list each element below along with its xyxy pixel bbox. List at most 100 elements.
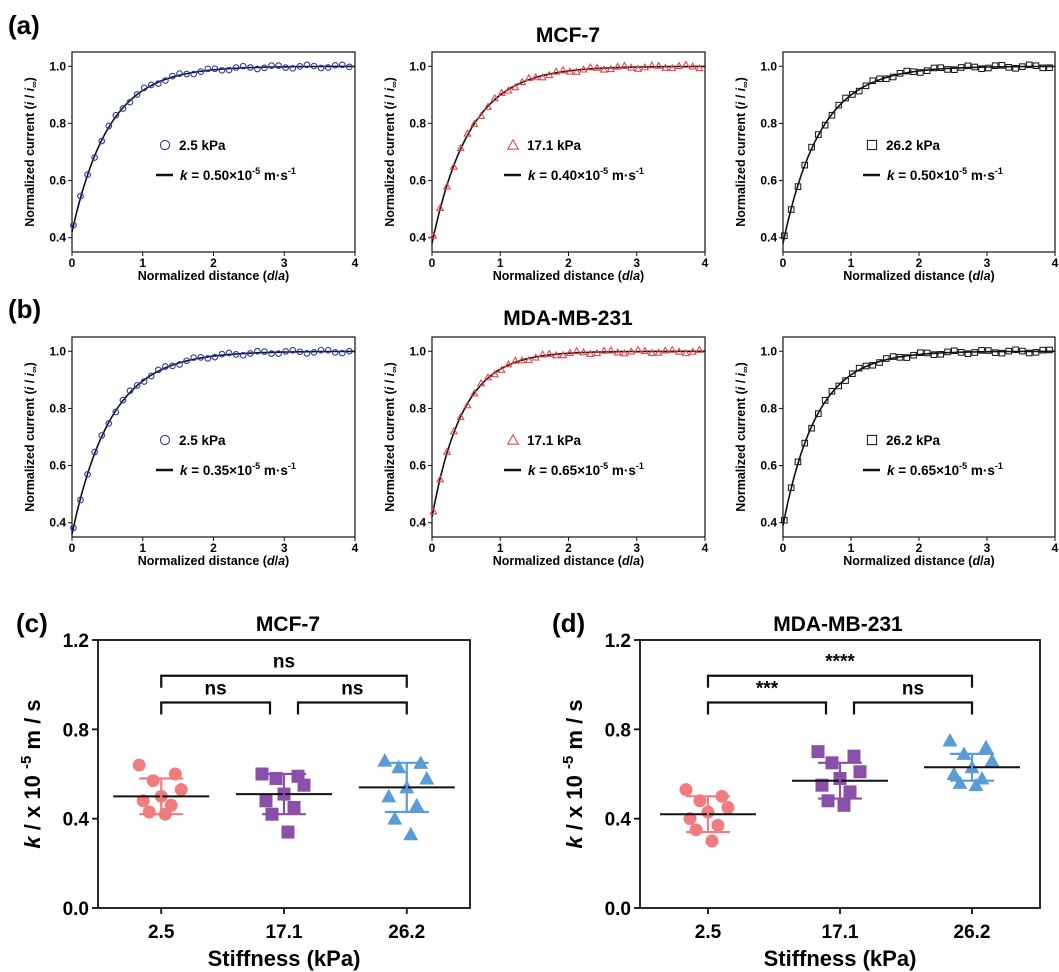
significance-label: ns: [902, 679, 924, 700]
data-point: [174, 783, 188, 797]
data-point: [654, 348, 663, 356]
data-point: [112, 111, 120, 119]
data-point: [126, 98, 134, 106]
data-point: [843, 785, 857, 799]
x-tick-label: 0: [429, 541, 436, 555]
fit-line: [431, 65, 705, 244]
data-point: [1046, 346, 1053, 354]
legend-marker: [506, 433, 520, 445]
panel-label-c: (c): [16, 608, 48, 638]
data-point: [289, 346, 297, 354]
data-point: [835, 101, 843, 109]
data-point: [808, 143, 815, 151]
data-point: [275, 62, 282, 69]
data-point: [627, 347, 636, 355]
significance-label: ns: [273, 652, 295, 673]
data-point: [853, 765, 867, 779]
data-point: [896, 70, 904, 77]
data-point: [168, 767, 182, 781]
data-point: [456, 412, 465, 421]
data-point: [197, 68, 205, 75]
data-point: [689, 823, 703, 837]
data-point: [781, 516, 788, 524]
data-point: [476, 111, 486, 119]
data-point: [190, 354, 198, 361]
x-tick-label: 4: [352, 256, 359, 270]
significance-bracket: [296, 701, 408, 715]
data-point: [483, 372, 493, 381]
data-point: [633, 64, 643, 72]
data-point: [572, 67, 581, 75]
data-point: [254, 347, 261, 355]
data-point: [855, 87, 863, 95]
data-point: [1025, 61, 1033, 69]
data-point: [377, 753, 393, 767]
legend-marker: [159, 139, 171, 151]
y-tick-label: 0.8: [49, 116, 66, 130]
data-point: [695, 345, 704, 353]
data-point: [681, 60, 691, 68]
y-tick-label: 0.8: [760, 401, 777, 415]
data-point: [531, 353, 540, 361]
data-point: [162, 77, 169, 84]
data-point: [620, 61, 629, 69]
data-point: [923, 349, 931, 357]
y-axis-label: Normalized current (i / i∞): [383, 77, 399, 227]
x-tick-label: 3: [984, 541, 991, 555]
data-point: [815, 410, 822, 417]
data-point: [565, 67, 575, 75]
data-point: [586, 349, 595, 357]
data-point: [403, 826, 419, 841]
data-point: [572, 346, 581, 355]
data-point: [225, 349, 233, 357]
data-point: [490, 93, 499, 102]
data-point: [133, 91, 141, 98]
data-point: [815, 778, 829, 792]
data-point: [681, 348, 691, 357]
x-tick-label: 0: [780, 256, 787, 270]
y-tick-label: 0.6: [760, 459, 777, 473]
data-point: [211, 65, 219, 73]
data-point: [964, 62, 972, 70]
significance-bracket: [852, 701, 974, 715]
data-point: [640, 62, 650, 71]
data-point: [711, 818, 725, 832]
x-tick-label: 2: [565, 541, 572, 555]
data-point: [1019, 347, 1026, 355]
y-tick-label: 0.4: [760, 231, 777, 245]
data-point: [957, 64, 965, 71]
legend-marker: [866, 139, 878, 151]
x-tick-label: 2.5: [148, 922, 175, 943]
x-tick-label: 1: [848, 256, 855, 270]
data-point: [436, 474, 445, 483]
y-axis-label: k / x 10 -5 m / s: [18, 699, 45, 848]
dot-plot-d: MDA-MB-231 0.0 0.4 0.8 1.2 2.5 17.1 26.2 Stiffne…: [560, 613, 1041, 971]
data-point: [937, 351, 945, 358]
group-title-a: MCF-7: [536, 24, 600, 47]
legend-label: k = 0.35×10-5 m·s-1: [180, 461, 296, 478]
x-tick-label: 26.2: [388, 922, 425, 943]
y-tick-label: 0.6: [760, 174, 777, 188]
approach-curve-plot-a3: 0 1 2 3 4 0.4 0.6 0.8 1.0 Normalized distance (d/…: [734, 51, 1059, 283]
significance-label: ns: [341, 679, 363, 700]
data-point: [259, 794, 273, 808]
data-point: [483, 102, 493, 110]
data-point: [688, 61, 697, 70]
data-point: [862, 82, 870, 90]
data-point: [903, 67, 911, 75]
data-point: [162, 363, 169, 370]
data-point: [613, 348, 622, 356]
data-point: [923, 67, 931, 74]
data-point: [971, 349, 979, 356]
data-point: [517, 355, 527, 364]
data-point: [463, 129, 472, 137]
y-tick-label: 0.6: [49, 459, 66, 473]
data-point: [1025, 349, 1033, 357]
x-axis-label: Normalized distance (d/a): [843, 554, 994, 568]
y-tick-label: 0.6: [409, 459, 426, 473]
data-point: [599, 65, 609, 73]
x-tick-label: 0: [429, 256, 436, 270]
x-tick-label: 4: [352, 541, 359, 555]
fit-line: [782, 65, 1055, 244]
data-point: [613, 62, 622, 70]
